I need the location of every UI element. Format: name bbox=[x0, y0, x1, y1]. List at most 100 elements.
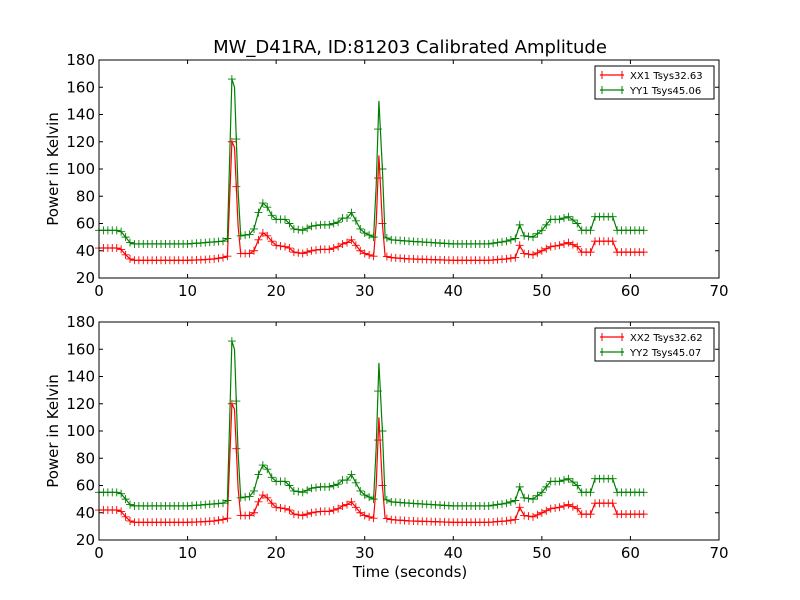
data-point bbox=[639, 248, 648, 257]
data-point bbox=[573, 481, 582, 490]
data-point bbox=[126, 516, 134, 525]
data-point bbox=[573, 242, 582, 251]
legend-entry: XX1 Tsys32.63 bbox=[600, 71, 703, 82]
data-point bbox=[117, 489, 126, 498]
y-tick-label: 60 bbox=[76, 215, 95, 233]
data-point bbox=[254, 235, 263, 244]
data-point bbox=[232, 444, 241, 453]
data-point bbox=[382, 233, 391, 242]
data-point bbox=[294, 487, 303, 496]
data-point bbox=[378, 427, 387, 435]
data-point bbox=[303, 224, 312, 233]
data-point bbox=[343, 238, 351, 247]
y-tick-label: 40 bbox=[76, 242, 95, 260]
data-point bbox=[121, 233, 130, 242]
data-point bbox=[493, 500, 502, 509]
data-point bbox=[281, 242, 289, 251]
data-point bbox=[568, 216, 577, 225]
data-point bbox=[356, 508, 365, 517]
data-point bbox=[272, 241, 281, 250]
x-tick-label: 0 bbox=[94, 282, 104, 300]
data-point bbox=[219, 237, 227, 246]
data-point bbox=[347, 470, 356, 479]
data-point bbox=[382, 495, 391, 504]
data-point bbox=[263, 203, 272, 212]
data-point bbox=[223, 514, 232, 523]
data-point bbox=[267, 473, 276, 482]
data-point bbox=[586, 248, 595, 257]
data-point bbox=[555, 215, 564, 224]
data-point bbox=[537, 508, 546, 517]
data-point bbox=[267, 211, 276, 220]
x-tick-label: 30 bbox=[355, 282, 374, 300]
data-point bbox=[263, 493, 272, 502]
data-point bbox=[351, 241, 360, 250]
data-point bbox=[555, 503, 564, 512]
data-point bbox=[112, 244, 121, 253]
y-tick-label: 80 bbox=[76, 187, 95, 205]
y-tick-label: 20 bbox=[76, 531, 95, 549]
y-tick-label: 100 bbox=[66, 422, 95, 440]
data-point bbox=[307, 508, 316, 517]
data-point bbox=[294, 510, 303, 519]
data-point bbox=[312, 508, 320, 517]
data-point bbox=[555, 241, 564, 250]
data-point bbox=[289, 510, 298, 519]
data-point bbox=[484, 501, 493, 510]
data-point bbox=[232, 397, 241, 406]
data-point bbox=[533, 491, 542, 500]
x-tick-label: 70 bbox=[709, 544, 728, 562]
data-point bbox=[560, 501, 568, 510]
data-point bbox=[312, 483, 320, 492]
y-tick-label: 80 bbox=[76, 449, 95, 467]
data-point bbox=[520, 249, 529, 258]
y-tick-label: 20 bbox=[76, 269, 95, 287]
data-point bbox=[241, 493, 250, 502]
data-point bbox=[227, 337, 236, 346]
data-point bbox=[546, 504, 555, 513]
chart-title: MW_D41RA, ID:81203 Calibrated Amplitude bbox=[213, 37, 607, 58]
data-point bbox=[546, 242, 555, 251]
data-point bbox=[360, 229, 369, 238]
data-point bbox=[227, 137, 236, 146]
data-point bbox=[232, 182, 241, 191]
data-point bbox=[298, 226, 307, 235]
legend-entry: YY1 Tsys45.06 bbox=[600, 86, 701, 97]
data-point bbox=[568, 240, 577, 249]
data-point bbox=[303, 510, 312, 519]
data-point bbox=[329, 481, 338, 490]
data-point bbox=[608, 212, 617, 221]
data-point bbox=[343, 500, 351, 509]
data-point bbox=[334, 242, 343, 251]
data-point bbox=[347, 497, 356, 506]
data-point bbox=[334, 504, 343, 513]
data-point bbox=[117, 245, 126, 254]
data-point bbox=[586, 510, 595, 519]
data-point bbox=[325, 507, 334, 516]
data-point bbox=[298, 249, 307, 258]
data-point bbox=[276, 503, 285, 512]
series-xx bbox=[95, 137, 648, 265]
data-point bbox=[484, 239, 493, 248]
data-point bbox=[608, 237, 617, 246]
x-axis-label: Time (seconds) bbox=[352, 563, 468, 581]
data-point bbox=[529, 512, 537, 521]
data-point bbox=[223, 496, 232, 505]
data-point bbox=[356, 224, 365, 233]
data-point bbox=[511, 253, 520, 262]
data-point bbox=[542, 506, 551, 515]
data-point bbox=[506, 516, 515, 525]
x-tick-label: 20 bbox=[267, 282, 286, 300]
data-point bbox=[533, 510, 542, 519]
data-point bbox=[511, 234, 520, 243]
legend-entry: YY2 Tsys45.07 bbox=[600, 348, 701, 359]
data-point bbox=[515, 220, 524, 229]
data-point bbox=[360, 249, 369, 258]
data-point bbox=[338, 501, 347, 510]
data-point bbox=[258, 461, 267, 470]
data-point bbox=[524, 232, 533, 241]
x-tick-label: 50 bbox=[532, 544, 551, 562]
data-point bbox=[289, 248, 298, 257]
x-tick-label: 60 bbox=[621, 544, 640, 562]
x-tick-label: 10 bbox=[178, 282, 197, 300]
